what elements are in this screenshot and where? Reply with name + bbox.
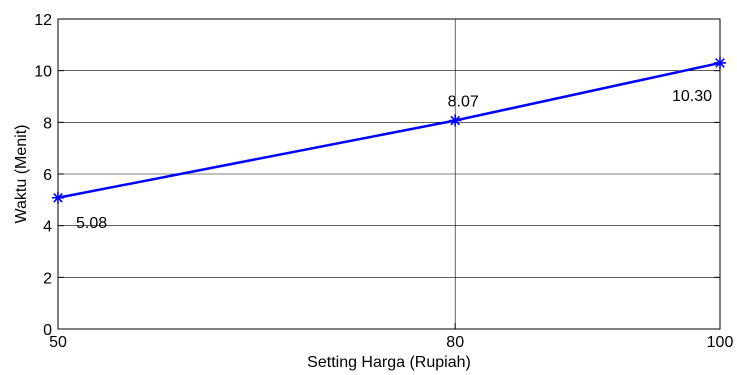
x-tick-label: 50	[49, 334, 67, 351]
y-axis-label: Waktu (Menit)	[13, 125, 30, 224]
x-tick-label: 100	[707, 334, 734, 351]
grid	[57, 18, 721, 330]
x-tick-label: 80	[446, 334, 464, 351]
y-tick-label: 10	[34, 64, 52, 81]
data-point-star-marker	[52, 191, 64, 204]
data-labels: 5.08 8.07 10.30	[76, 88, 712, 232]
y-tick-label: 8	[43, 115, 52, 132]
axis-ticks: 0 2 4 6 8 10 12 50 80 100	[34, 12, 733, 351]
x-axis-label: Setting Harga (Rupiah)	[307, 354, 471, 371]
y-tick-label: 12	[34, 12, 52, 29]
series	[52, 56, 726, 204]
data-point-star-marker	[714, 56, 726, 69]
data-point-star-marker	[449, 114, 462, 127]
series-line	[57, 61, 721, 199]
y-tick-label: 6	[43, 167, 52, 184]
data-label: 8.07	[448, 94, 479, 111]
y-tick-label: 2	[43, 270, 52, 287]
y-tick-label: 4	[43, 219, 52, 236]
y-tick-label: 0	[43, 322, 52, 339]
data-label: 10.30	[672, 88, 712, 105]
data-label: 5.08	[76, 215, 107, 232]
